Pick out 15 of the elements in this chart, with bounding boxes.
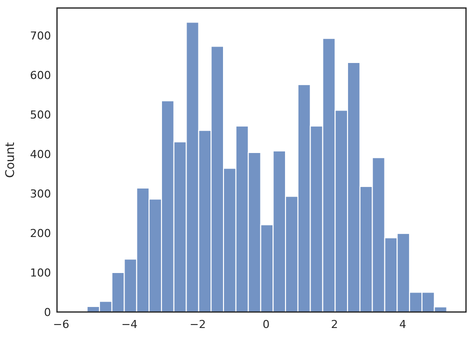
x-tick-label: −6 bbox=[52, 318, 70, 331]
y-tick-label: 600 bbox=[30, 68, 51, 82]
x-tick-label: −2 bbox=[190, 318, 206, 331]
y-tick-label: 700 bbox=[30, 29, 51, 42]
y-tick-label: 300 bbox=[30, 187, 51, 200]
y-tick-label: 500 bbox=[30, 108, 51, 122]
x-tick-label: 4 bbox=[399, 318, 406, 331]
y-tick-label: 0 bbox=[44, 306, 51, 319]
y-tick-label: 200 bbox=[30, 226, 51, 240]
y-tick-label: 100 bbox=[30, 266, 51, 280]
y-tick-label: 400 bbox=[30, 148, 51, 161]
x-tick-label: −4 bbox=[121, 318, 138, 331]
x-tick-label: 0 bbox=[262, 318, 270, 331]
x-tick-label: 2 bbox=[330, 318, 338, 331]
y-axis-title: Count bbox=[3, 142, 17, 178]
